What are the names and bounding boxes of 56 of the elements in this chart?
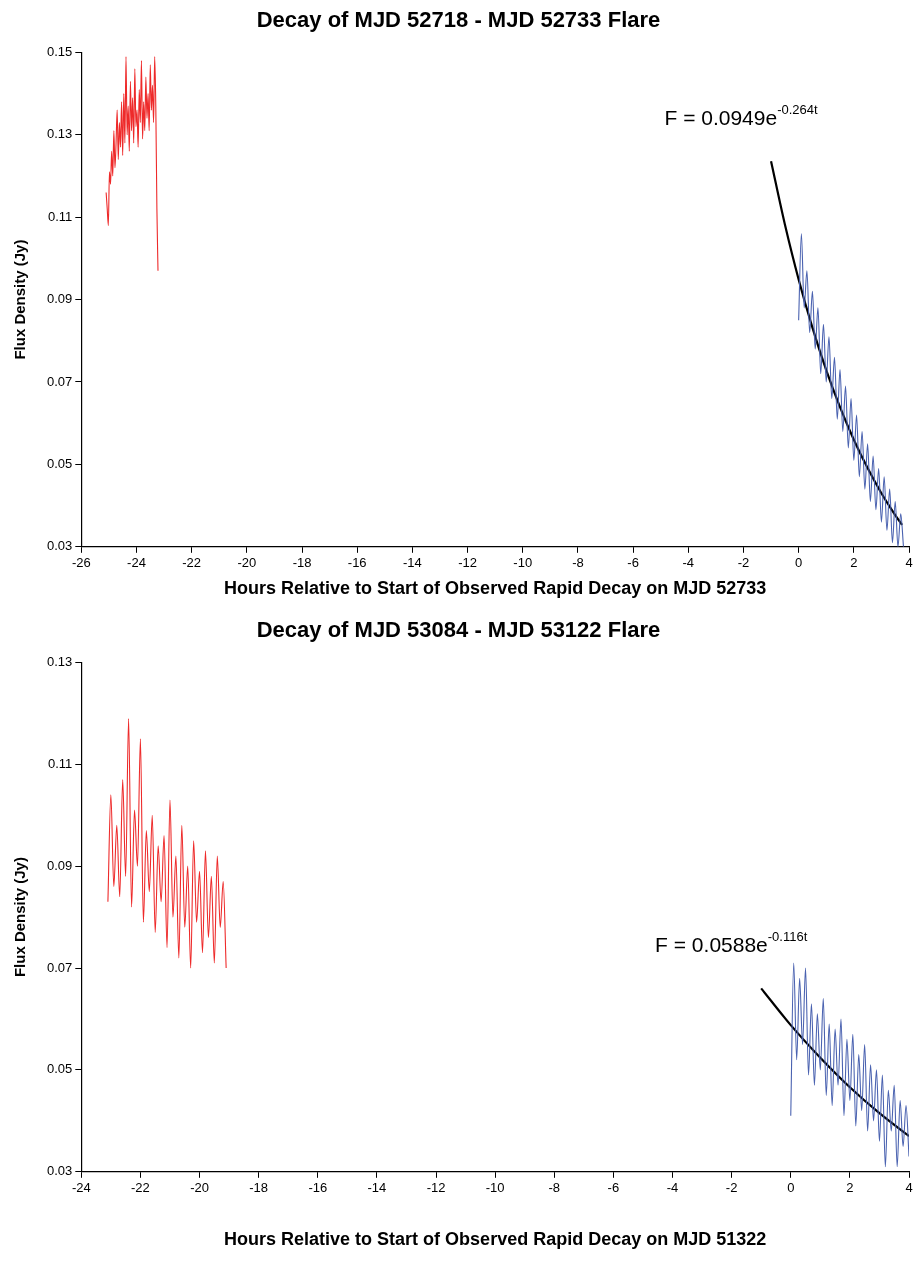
x-tick-label: 0 [795, 555, 803, 571]
y-tick-label: 0.07 [46, 373, 73, 389]
x-tick-label: -10 [485, 1180, 505, 1196]
x-tick-label: -4 [666, 1180, 679, 1196]
x-tick-label: -24 [127, 555, 146, 571]
x-tick-label: 4 [905, 1180, 913, 1196]
y-tick-label: 0.07 [46, 959, 73, 975]
x-tick-label: -22 [182, 555, 202, 571]
y-tick-label: 0.13 [46, 653, 73, 669]
x-tick-label: -2 [725, 1180, 738, 1196]
y-tick-label: 0.05 [46, 455, 73, 471]
y-tick-label: 0.11 [47, 208, 73, 224]
x-tick-label: -18 [292, 555, 312, 571]
line-series [760, 987, 909, 1138]
x-tick-label: -6 [627, 555, 639, 571]
x-tick-label: -22 [131, 1180, 150, 1196]
x-tick-label: -6 [607, 1180, 620, 1196]
x-tick-label: 4 [905, 555, 913, 571]
y-tick-label: 0.09 [46, 857, 73, 873]
line-series [790, 962, 909, 1168]
x-tick-label: -20 [190, 1180, 209, 1196]
x-tick-label: -18 [249, 1180, 269, 1196]
y-tick-label: 0.15 [46, 43, 73, 59]
x-tick-label: -16 [347, 555, 367, 571]
x-tick-label: -8 [548, 1180, 561, 1196]
x-axis-title: Hours Relative to Start of Observed Rapid Decay on MJD 52733 [224, 578, 767, 599]
line-series [769, 160, 904, 527]
x-tick-label: -4 [682, 555, 695, 571]
x-tick-label: -10 [513, 555, 533, 571]
x-axis-title: Hours Relative to Start of Observed Rapid Decay on MJD 51322 [224, 1229, 767, 1250]
x-tick-label: -24 [71, 1180, 91, 1196]
x-tick-label: -26 [71, 555, 91, 571]
line-series [105, 55, 159, 272]
x-tick-label: -14 [367, 1180, 387, 1196]
line-series [107, 717, 227, 969]
x-tick-label: -12 [458, 555, 477, 571]
y-axis-title: Flux Density (Jy) [11, 857, 29, 978]
x-tick-label: 0 [787, 1180, 795, 1196]
x-tick-label: 2 [846, 1180, 854, 1196]
y-tick-label: 0.11 [47, 755, 73, 771]
x-tick-label: -12 [426, 1180, 446, 1196]
x-tick-label: -16 [308, 1180, 328, 1196]
y-tick-label: 0.09 [46, 291, 73, 307]
x-tick-label: 2 [850, 555, 858, 571]
y-tick-label: 0.13 [46, 126, 73, 142]
x-tick-label: -8 [572, 555, 584, 571]
x-tick-label: -14 [402, 555, 422, 571]
chart-title: Decay of MJD 52718 - MJD 52733 Flare [256, 7, 661, 33]
x-tick-label: -2 [737, 555, 750, 571]
y-tick-label: 0.03 [46, 1163, 73, 1179]
chart-title: Decay of MJD 53084 - MJD 53122 Flare [256, 617, 661, 643]
line-series [798, 233, 905, 547]
y-axis-title: Flux Density (Jy) [11, 239, 29, 360]
x-tick-label: -20 [237, 555, 257, 571]
y-tick-label: 0.05 [46, 1061, 73, 1077]
y-tick-label: 0.03 [46, 538, 73, 554]
